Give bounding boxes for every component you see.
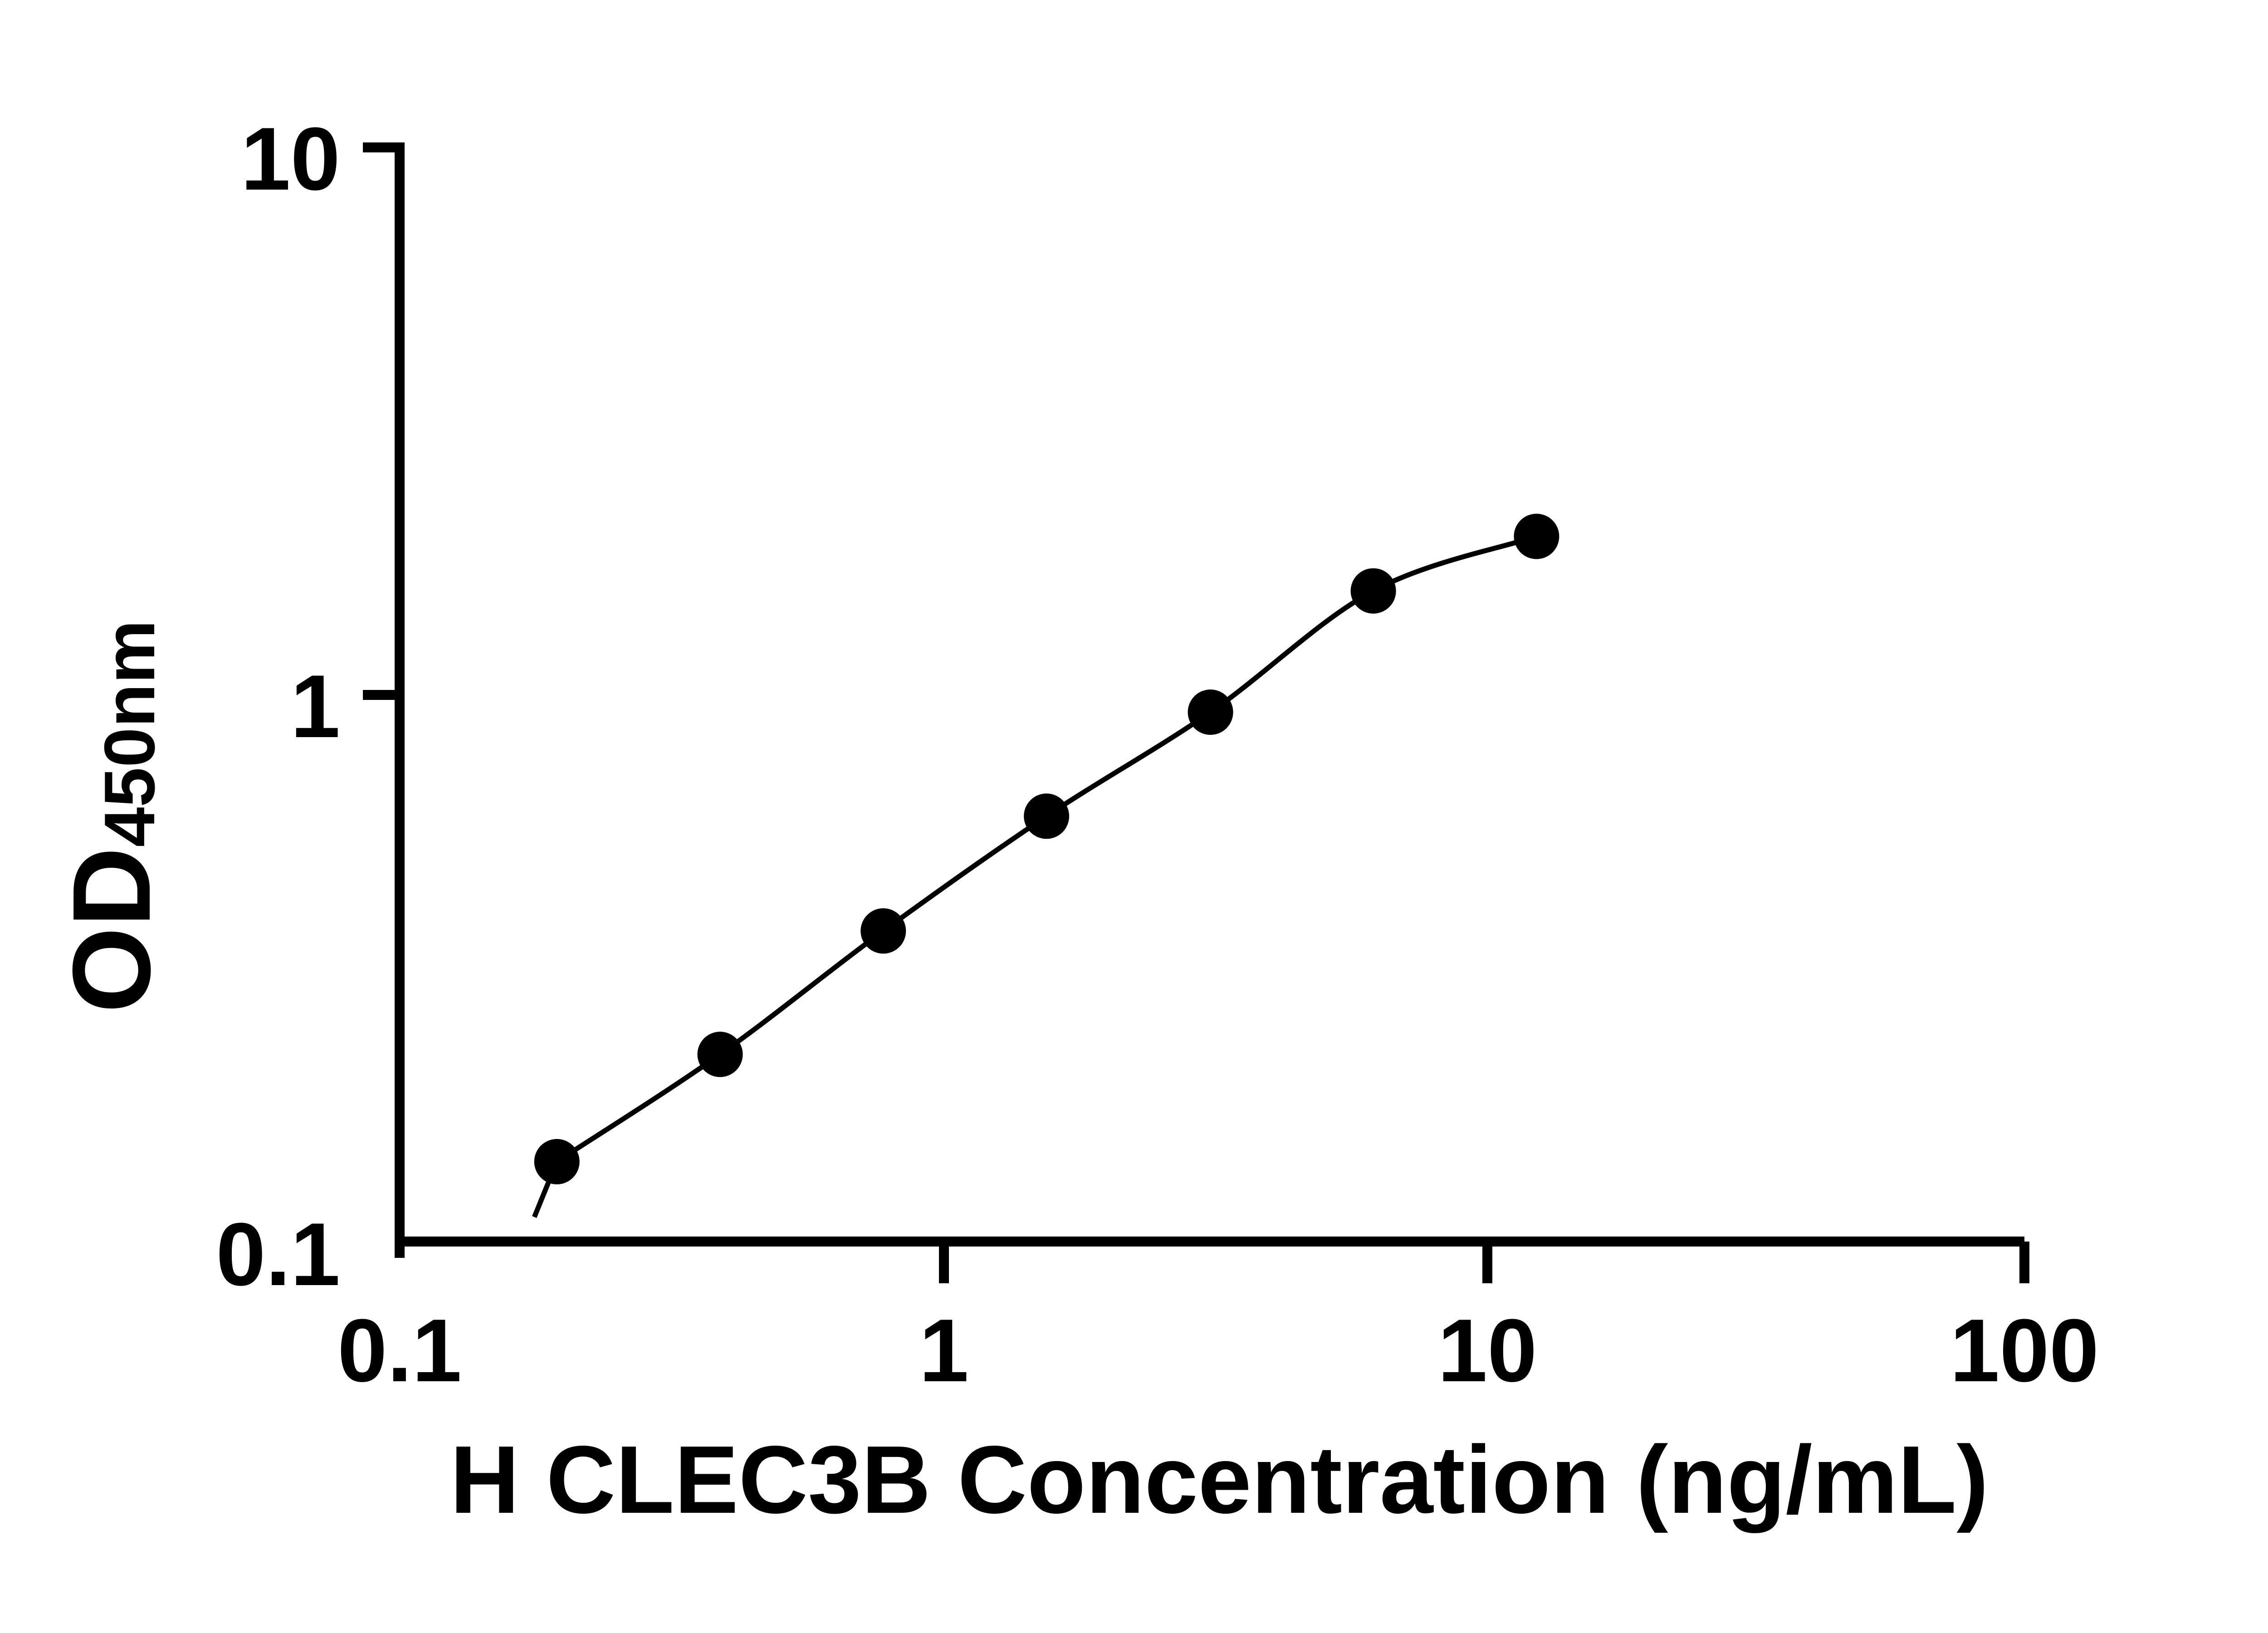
svg-text:1: 1 (290, 656, 340, 756)
svg-text:0.1: 0.1 (337, 1301, 462, 1400)
svg-text:H CLEC3B Concentration (ng/mL): H CLEC3B Concentration (ng/mL) (450, 1426, 1989, 1533)
svg-text:OD450nm: OD450nm (49, 620, 173, 1013)
svg-text:10: 10 (1437, 1301, 1537, 1400)
svg-text:1: 1 (919, 1301, 969, 1400)
svg-text:0.1: 0.1 (216, 1204, 340, 1304)
svg-text:10: 10 (241, 109, 340, 209)
svg-text:100: 100 (1950, 1301, 2099, 1400)
